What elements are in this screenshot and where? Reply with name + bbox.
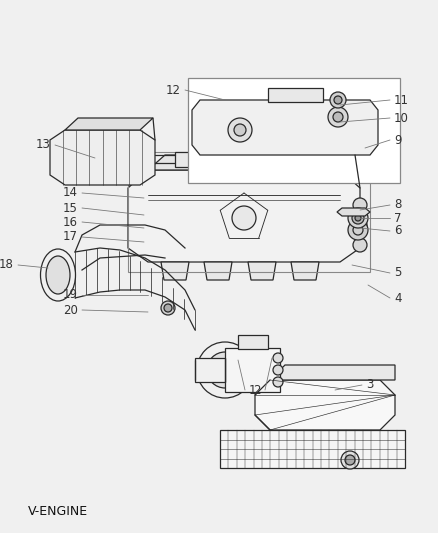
Text: 18: 18	[0, 259, 14, 271]
Circle shape	[228, 118, 252, 142]
Circle shape	[334, 96, 342, 104]
Circle shape	[348, 220, 368, 240]
Text: 16: 16	[63, 215, 78, 229]
Text: 14: 14	[63, 187, 78, 199]
Bar	[225, 348, 280, 392]
Text: 4: 4	[394, 292, 402, 304]
Bar	[128, 152, 370, 272]
Text: 9: 9	[394, 133, 402, 147]
Polygon shape	[337, 208, 370, 216]
Circle shape	[353, 218, 367, 232]
Polygon shape	[50, 130, 155, 185]
Circle shape	[348, 208, 368, 228]
Circle shape	[330, 92, 346, 108]
Polygon shape	[248, 262, 276, 280]
Bar	[238, 335, 268, 349]
Text: 2: 2	[254, 384, 261, 397]
Text: 15: 15	[63, 201, 78, 214]
Circle shape	[140, 191, 154, 205]
Text: V-ENGINE: V-ENGINE	[28, 505, 88, 518]
Circle shape	[217, 362, 233, 378]
Circle shape	[161, 301, 175, 315]
Polygon shape	[192, 100, 378, 155]
Bar	[188, 78, 400, 183]
Text: 17: 17	[63, 230, 78, 244]
Bar	[175, 152, 193, 167]
Polygon shape	[65, 118, 153, 130]
Circle shape	[352, 212, 364, 224]
Text: 11: 11	[394, 93, 409, 107]
Text: 19: 19	[63, 288, 78, 302]
Circle shape	[341, 451, 359, 469]
Text: 3: 3	[366, 378, 373, 392]
Circle shape	[355, 215, 361, 221]
Polygon shape	[128, 170, 360, 262]
Ellipse shape	[46, 256, 70, 294]
Circle shape	[234, 124, 246, 136]
Circle shape	[353, 238, 367, 252]
Text: 10: 10	[394, 111, 409, 125]
Circle shape	[345, 455, 355, 465]
Text: 5: 5	[394, 266, 401, 279]
Text: 20: 20	[63, 303, 78, 317]
Circle shape	[232, 206, 256, 230]
Circle shape	[273, 353, 283, 363]
Circle shape	[144, 195, 150, 201]
Circle shape	[197, 342, 253, 398]
Polygon shape	[255, 380, 395, 430]
Text: 13: 13	[36, 139, 51, 151]
Polygon shape	[161, 262, 189, 280]
Ellipse shape	[40, 249, 75, 301]
Text: 1: 1	[249, 384, 257, 397]
Bar	[268, 88, 323, 102]
Circle shape	[333, 112, 343, 122]
Text: 6: 6	[394, 224, 402, 238]
Text: 7: 7	[394, 212, 402, 224]
Circle shape	[273, 377, 283, 387]
Polygon shape	[204, 262, 232, 280]
Bar	[195, 358, 225, 382]
Polygon shape	[270, 365, 395, 380]
Text: 12: 12	[166, 84, 181, 96]
Circle shape	[273, 365, 283, 375]
Polygon shape	[291, 262, 319, 280]
Circle shape	[207, 352, 243, 388]
Bar	[220, 430, 405, 468]
Text: 8: 8	[394, 198, 401, 212]
Circle shape	[353, 198, 367, 212]
Circle shape	[328, 107, 348, 127]
Polygon shape	[148, 155, 355, 170]
Circle shape	[164, 304, 172, 312]
